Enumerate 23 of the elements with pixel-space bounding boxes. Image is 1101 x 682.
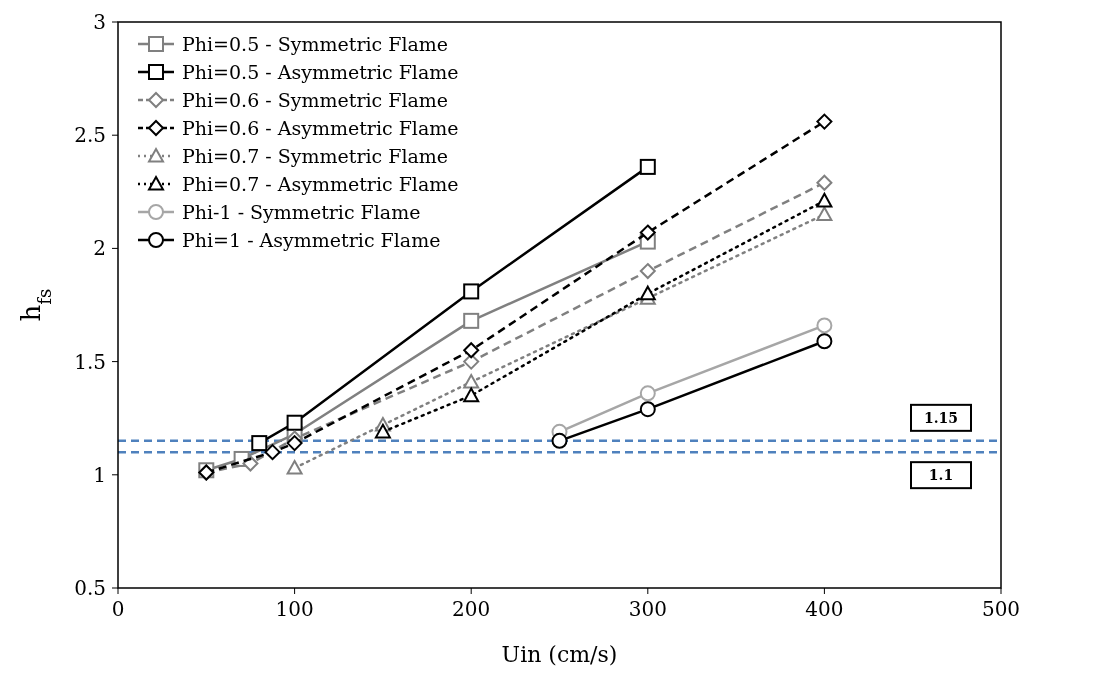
- legend-label: Phi=0.7 - Symmetric Flame: [182, 145, 449, 167]
- x-tick-label: 500: [981, 597, 1021, 621]
- legend-label: Phi-1 - Symmetric Flame: [182, 201, 421, 223]
- legend-label: Phi=0.7 - Asymmetric Flame: [182, 173, 459, 195]
- ref-line-label: 1.1: [928, 467, 954, 484]
- ref-line-label: 1.15: [923, 409, 959, 426]
- y-tick-label: 1.5: [74, 349, 106, 374]
- legend-label: Phi=0.5 - Symmetric Flame: [182, 33, 449, 55]
- x-tick-label: 400: [805, 597, 844, 621]
- y-tick-label: 1: [93, 462, 106, 487]
- y-tick-label: 0.5: [74, 576, 106, 600]
- y-tick-label: 3: [93, 10, 106, 34]
- legend-label: Phi=1 - Asymmetric Flame: [182, 229, 441, 251]
- x-tick-label: 100: [275, 597, 314, 621]
- legend-label: Phi=0.5 - Asymmetric Flame: [182, 61, 459, 83]
- x-tick-label: 300: [628, 597, 667, 621]
- y-tick-label: 2.5: [74, 123, 106, 148]
- y-tick-label: 2: [93, 236, 106, 261]
- x-axis-title: Uin (cm/s): [501, 642, 618, 667]
- x-tick-label: 0: [111, 597, 125, 621]
- x-tick-label: 200: [452, 597, 491, 621]
- legend-label: Phi=0.6 - Asymmetric Flame: [182, 117, 459, 139]
- legend-label: Phi=0.6 - Symmetric Flame: [182, 89, 449, 111]
